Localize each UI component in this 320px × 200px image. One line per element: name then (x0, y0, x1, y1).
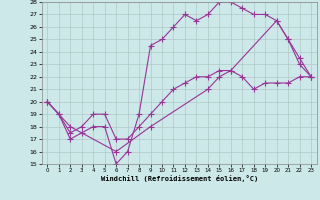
X-axis label: Windchill (Refroidissement éolien,°C): Windchill (Refroidissement éolien,°C) (100, 175, 258, 182)
